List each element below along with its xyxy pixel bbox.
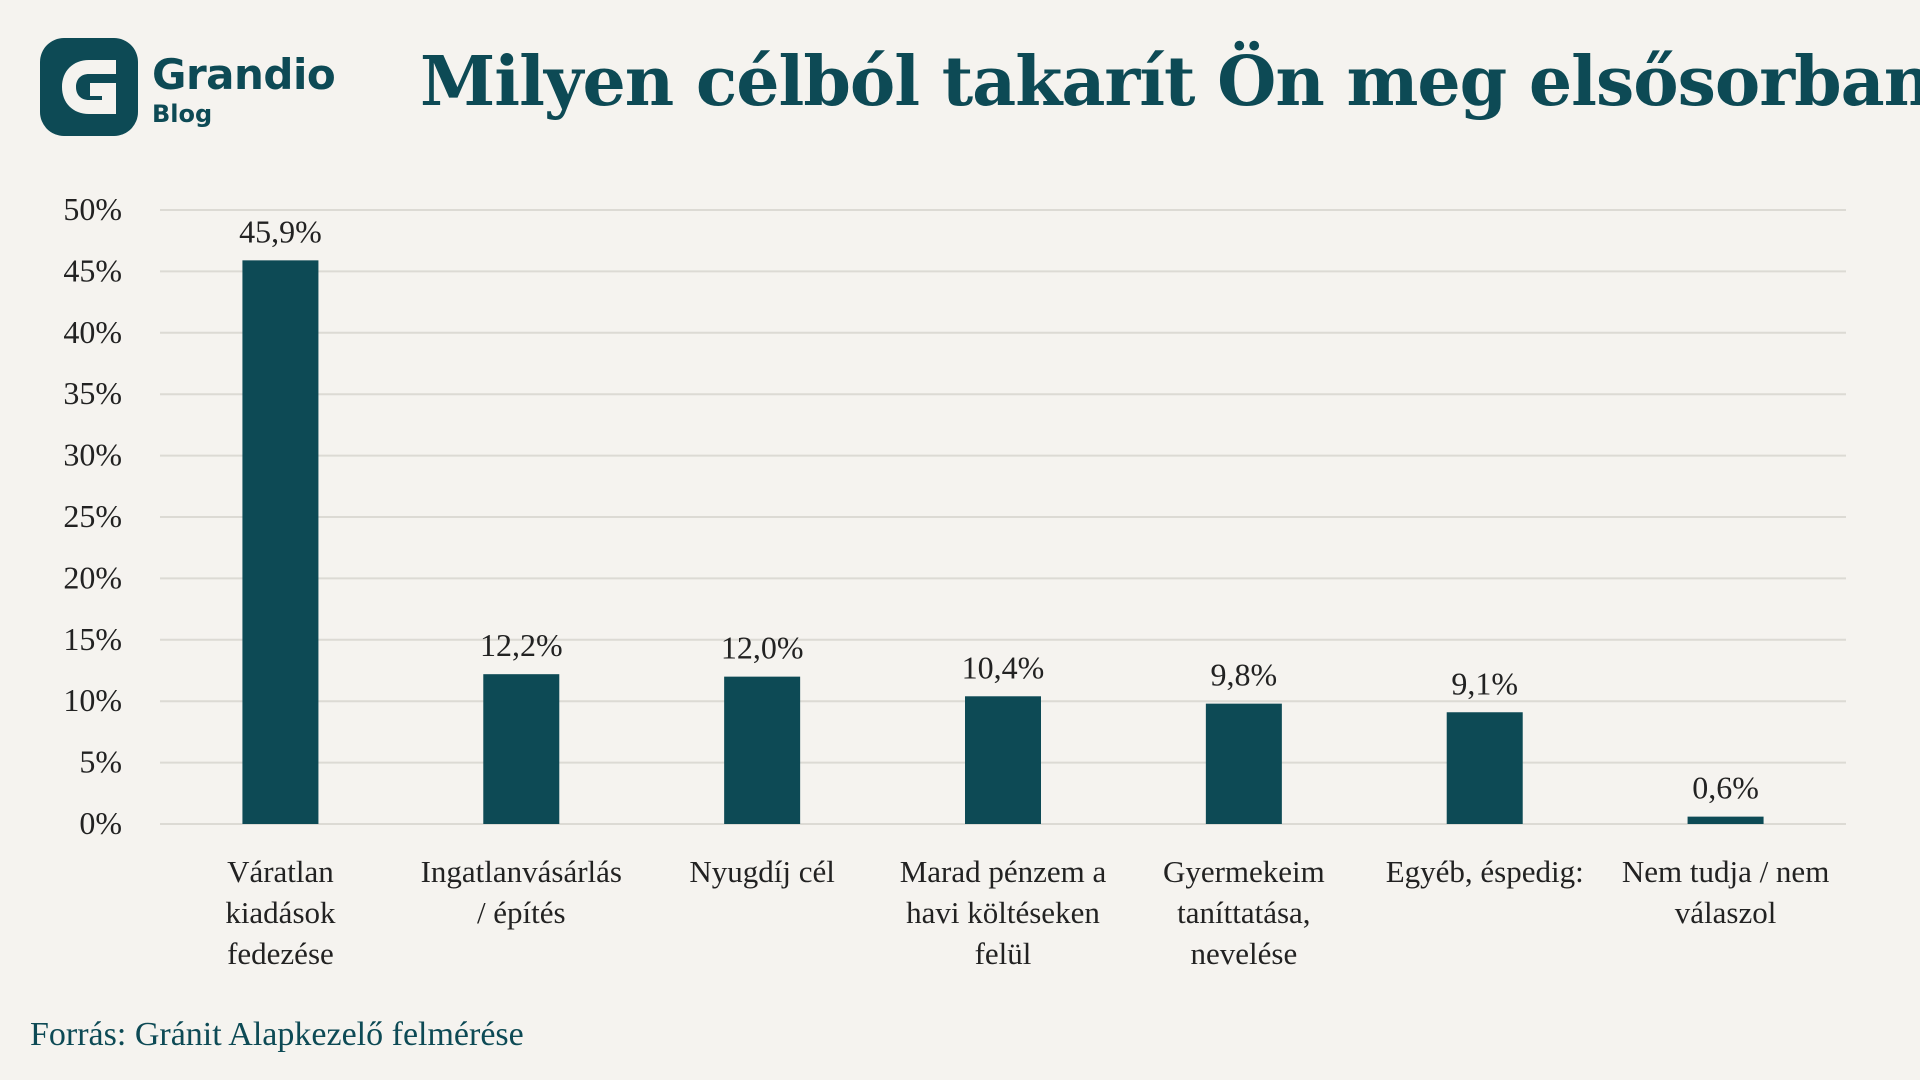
x-tick-label: Gyermekeim (1163, 854, 1325, 889)
bar (483, 674, 560, 824)
data-label: 45,9% (239, 213, 322, 249)
brand-name: Grandio (152, 50, 336, 99)
y-tick-label: 5% (79, 744, 122, 780)
data-label: 10,4% (962, 649, 1045, 685)
x-tick-label: Egyéb, éspedig: (1386, 854, 1584, 889)
bar (1446, 712, 1523, 824)
bars (242, 260, 1764, 824)
y-tick-label: 10% (63, 682, 122, 718)
y-tick-label: 35% (63, 375, 122, 411)
y-tick-label: 20% (63, 559, 122, 595)
y-tick-label: 25% (63, 498, 122, 534)
bar (965, 696, 1041, 824)
x-tick-label: Nem tudja / nem (1622, 854, 1829, 889)
chart-title: Milyen célból takarít Ön meg elsősorban? (420, 42, 1920, 122)
grandio-logo: Grandio Blog (40, 38, 336, 136)
x-tick-label: kiadások (225, 895, 336, 930)
x-tick-label: havi költéseken (906, 895, 1100, 930)
data-label: 9,8% (1211, 657, 1278, 693)
data-label: 12,0% (721, 630, 804, 666)
value-labels: 45,9% 12,2% 12,0% 10,4% 9,8% 9,1% 0,6% (239, 213, 1759, 805)
x-tick-label: felül (975, 936, 1032, 971)
y-tick-label: 50% (63, 191, 122, 227)
x-tick-label: Nyugdíj cél (689, 854, 835, 889)
brand-subtitle: Blog (152, 100, 213, 128)
bar (1687, 816, 1764, 824)
data-label: 9,1% (1451, 665, 1518, 701)
bar (242, 260, 319, 824)
bar (1205, 703, 1282, 824)
y-tick-label: 30% (63, 437, 122, 473)
y-tick-label: 0% (79, 805, 122, 841)
x-tick-label: válaszol (1675, 895, 1777, 930)
data-label: 0,6% (1692, 770, 1759, 806)
x-tick-label: taníttatása, (1177, 895, 1310, 930)
grandio-g-logo-icon (40, 38, 138, 136)
y-tick-label: 15% (63, 621, 122, 657)
x-tick-label: Váratlan (227, 854, 334, 889)
y-tick-label: 40% (63, 314, 122, 350)
source-note: Forrás: Gránit Alapkezelő felmérése (30, 1016, 524, 1053)
x-tick-label: Ingatlanvásárlás (421, 854, 622, 889)
x-tick-label: Marad pénzem a (900, 854, 1107, 889)
y-tick-label: 45% (63, 252, 122, 288)
x-tick-label: fedezése (227, 936, 334, 971)
x-tick-label: / építés (477, 895, 566, 930)
data-label: 12,2% (480, 627, 563, 663)
y-axis-ticks: 0% 5% 10% 15% 20% 25% 30% 35% 40% 45% 50% (63, 191, 122, 841)
x-tick-label: nevelése (1190, 936, 1297, 971)
x-axis-labels: Váratlan kiadások fedezése Ingatlanvásárlás… (225, 854, 1829, 971)
bar (724, 676, 801, 824)
